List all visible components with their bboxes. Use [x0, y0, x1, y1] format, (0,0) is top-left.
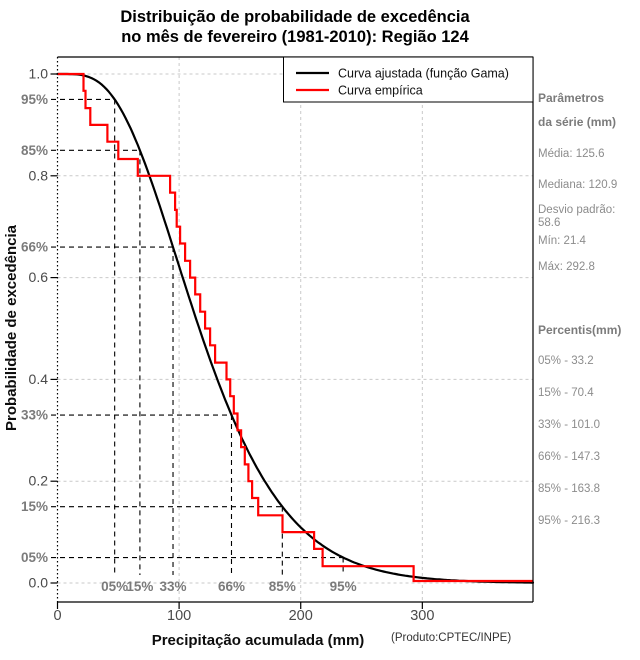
guide-bottom-label: 95%	[330, 579, 357, 594]
percentil-66: 66% - 147.3	[538, 451, 601, 463]
percentil-33: 33% - 101.0	[538, 419, 601, 431]
axes-layer: 0 100 200 300 0.0 0.2 0.4 0.6 0.8 1.0	[29, 56, 534, 624]
y-axis-percent-label: 66%	[21, 240, 48, 255]
percentil-95: 95% - 216.3	[538, 515, 601, 527]
y-tick-label: 0.6	[29, 269, 49, 285]
chart-title-line1: Distribuição de probabilidade de excedên…	[120, 8, 470, 26]
x-tick-label: 200	[289, 608, 313, 624]
percentil-85: 85% - 163.8	[538, 483, 601, 495]
percentil-05: 05% - 33.2	[538, 355, 594, 367]
x-tick-label: 100	[167, 608, 191, 624]
product-credit: (Produto:CPTEC/INPE)	[391, 632, 511, 644]
y-tick-label: 0.8	[29, 167, 49, 183]
y-axis-percent-label: 33%	[21, 408, 48, 423]
guide-bottom-label: 66%	[218, 579, 245, 594]
y-tick-label: 1.0	[29, 66, 49, 82]
y-axis-title: Probabilidade de excedência	[3, 224, 20, 431]
gridlines-layer	[57, 57, 533, 602]
params-title-line2: da série (mm)	[538, 115, 617, 129]
stat-mediana: Mediana: 120.9	[538, 179, 618, 191]
stat-min: Mín: 21.4	[538, 235, 586, 247]
legend-box	[283, 56, 534, 103]
guide-bottom-label: 85%	[269, 579, 296, 594]
chart-title-line2: no mês de fevereiro (1981-2010): Região …	[121, 28, 469, 46]
guide-bottom-label: 05%	[101, 579, 128, 594]
guide-bottom-label: 33%	[160, 579, 187, 594]
percentis-title: Percentis(mm)	[538, 323, 622, 337]
y-axis-percent-label: 15%	[21, 499, 48, 514]
x-tick-label: 300	[410, 608, 434, 624]
guide-bottom-label: 15%	[126, 579, 153, 594]
fitted-gamma-curve	[56, 72, 535, 584]
y-tick-label: 0.4	[29, 371, 49, 387]
y-axis-percent-label: 05%	[21, 550, 48, 565]
y-tick-label: 0.2	[29, 473, 49, 489]
stat-desvio: Desvio padrão: 58.6	[538, 204, 616, 229]
stat-max: Máx: 292.8	[538, 261, 595, 273]
percentil-15: 15% - 70.4	[538, 387, 594, 399]
y-tick-label: 0.0	[29, 575, 49, 591]
stats-panel: Parâmetros da série (mm) Média: 125.6 Me…	[538, 92, 638, 528]
stat-media: Média: 125.6	[538, 148, 605, 160]
y-axis-percent-label: 95%	[21, 92, 48, 107]
empirical-curve	[57, 72, 533, 583]
legend-label-fitted: Curva ajustada (função Gama)	[338, 67, 509, 81]
params-title-line1: Parâmetros	[538, 91, 605, 105]
percentile-guides-layer: 95% 05% 85% 15% 66% 33% 33% 66% 15% 85% 05% 95%	[21, 92, 357, 594]
legend-label-empirical: Curva empírica	[338, 84, 423, 98]
y-axis-percent-label: 85%	[21, 143, 48, 158]
x-axis-title: Precipitação acumulada (mm)	[152, 632, 365, 649]
legend: Curva ajustada (função Gama) Curva empír…	[283, 56, 534, 103]
x-tick-label: 0	[53, 608, 61, 624]
